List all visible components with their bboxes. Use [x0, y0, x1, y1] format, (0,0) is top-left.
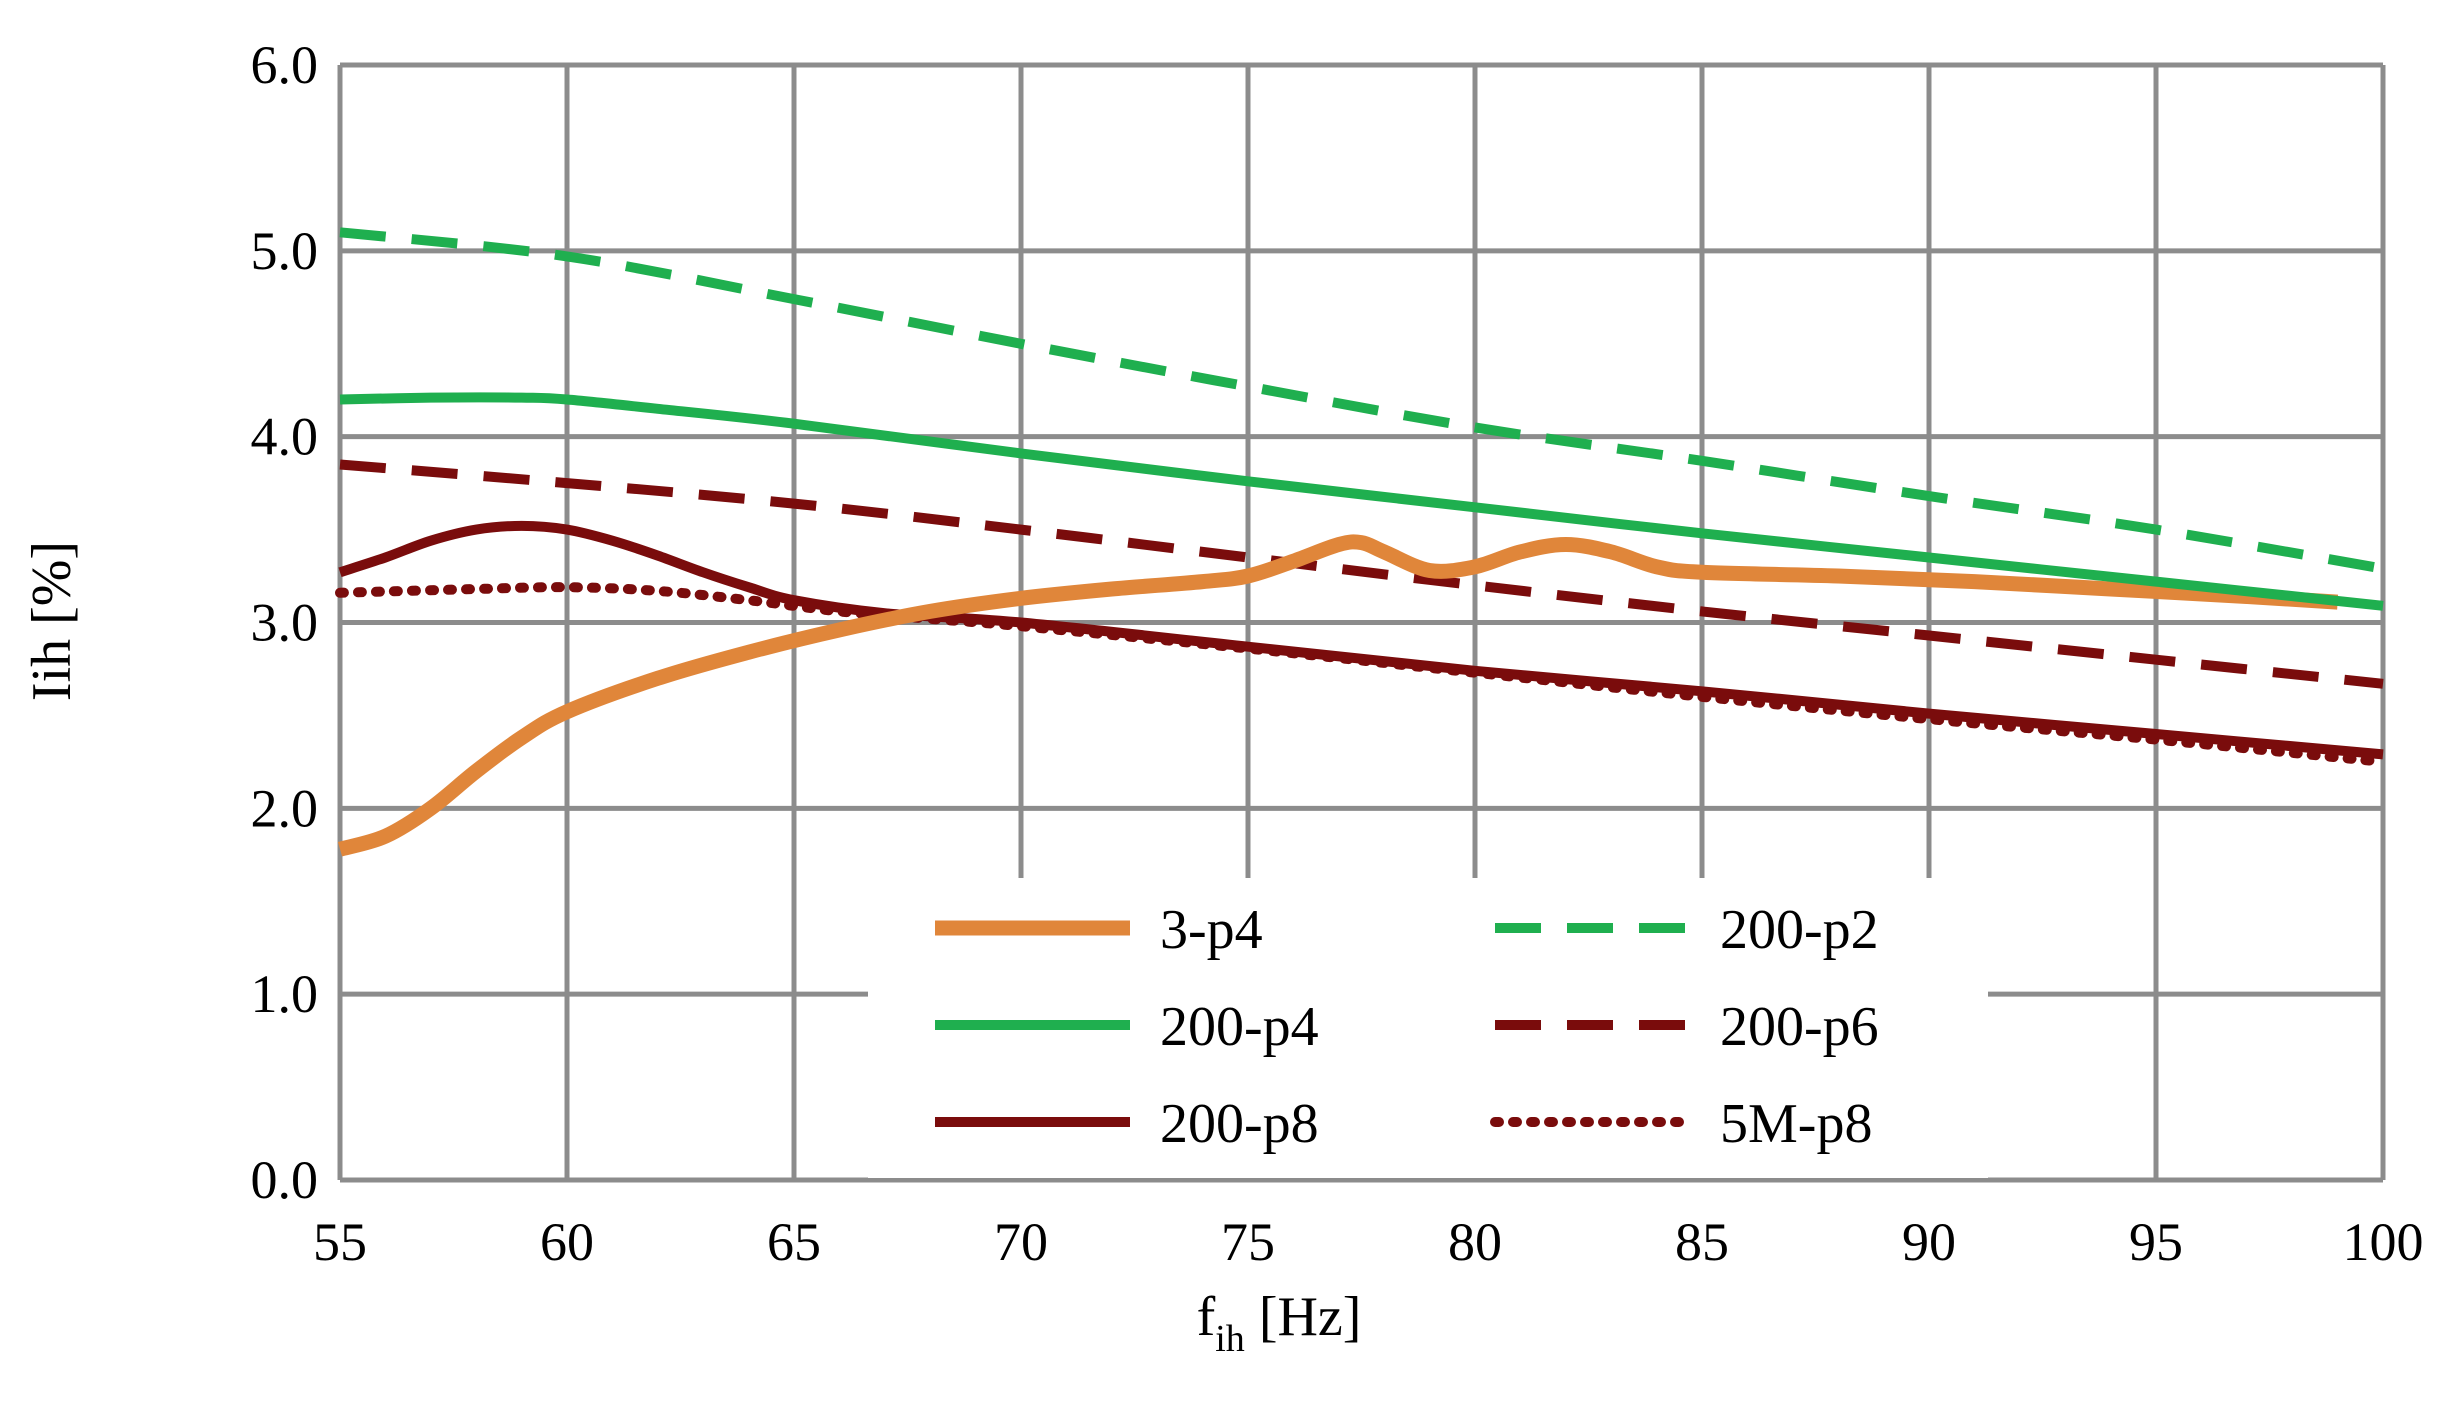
x-tick-label: 90 — [1902, 1212, 1956, 1272]
y-tick-label: 5.0 — [251, 221, 319, 281]
y-tick-label: 1.0 — [251, 964, 319, 1024]
series-lines — [335, 227, 2388, 857]
x-axis-title-main: f — [1197, 1286, 1216, 1348]
legend: 3-p4 200-p2 200-p4 200-p6 200-p8 5M-p8 — [868, 878, 1988, 1178]
y-tick-label: 2.0 — [251, 778, 319, 838]
y-axis-title: Iih [%] — [21, 541, 83, 701]
tick-labels: 0.0 1.0 2.0 3.0 4.0 5.0 6.0 55 60 65 70 75 80 85 90 95 1… — [251, 35, 2424, 1272]
x-tick-label: 75 — [1221, 1212, 1275, 1272]
series-line-200-p6 — [339, 459, 2384, 689]
x-tick-label: 65 — [767, 1212, 821, 1272]
x-axis-title-subscript: ih — [1215, 1318, 1245, 1360]
x-tick-label: 100 — [2343, 1212, 2424, 1272]
x-tick-label: 70 — [994, 1212, 1048, 1272]
x-tick-label: 80 — [1448, 1212, 1502, 1272]
y-tick-label: 0.0 — [251, 1150, 319, 1210]
y-tick-label: 6.0 — [251, 35, 319, 95]
series-line-200-p4 — [339, 392, 2384, 611]
legend-label-5M-p8: 5M-p8 — [1720, 1093, 1872, 1155]
x-tick-label: 85 — [1675, 1212, 1729, 1272]
x-tick-label: 55 — [313, 1212, 367, 1272]
legend-label-200-p2: 200-p2 — [1720, 899, 1879, 961]
series-line-200-p2 — [339, 227, 2384, 574]
x-axis-title: fih [Hz] — [1197, 1286, 1362, 1360]
x-tick-label: 95 — [2129, 1212, 2183, 1272]
legend-label-3-p4: 3-p4 — [1160, 899, 1263, 961]
y-tick-label: 4.0 — [251, 407, 319, 467]
legend-label-200-p8: 200-p8 — [1160, 1093, 1319, 1155]
x-tick-label: 60 — [540, 1212, 594, 1272]
series-line-3-p4 — [337, 534, 2339, 857]
legend-label-200-p4: 200-p4 — [1160, 996, 1319, 1058]
legend-label-200-p6: 200-p6 — [1720, 996, 1879, 1058]
x-axis-title-unit: [Hz] — [1245, 1286, 1362, 1348]
y-tick-label: 3.0 — [251, 593, 319, 653]
series-line-5M-p8 — [335, 582, 2388, 767]
